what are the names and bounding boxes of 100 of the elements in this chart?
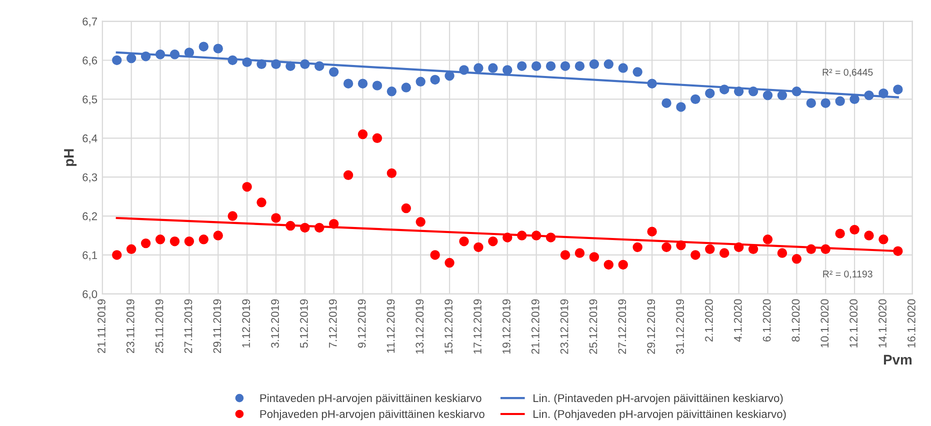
x-tick-label: 9.12.2019 <box>358 299 366 348</box>
point <box>893 84 903 94</box>
x-tick-label: 21.12.2019 <box>531 299 540 354</box>
x-tick-label: 29.11.2019 <box>213 299 222 354</box>
point <box>516 61 527 71</box>
x-tick-label: 1.12.2019 <box>242 299 250 348</box>
point <box>734 242 744 252</box>
point <box>618 63 628 73</box>
point <box>777 90 788 100</box>
point <box>604 59 614 70</box>
point <box>850 224 860 235</box>
point <box>170 50 180 60</box>
point <box>662 242 672 252</box>
point <box>198 42 209 52</box>
y-tick-label: 6,5 <box>82 95 98 105</box>
point <box>228 211 238 221</box>
point <box>474 242 484 252</box>
point <box>690 250 700 260</box>
point <box>546 61 556 71</box>
point <box>850 94 860 104</box>
point <box>314 61 324 71</box>
x-tick-label: 27.11.2019 <box>184 299 192 354</box>
x-tick-label: 13.12.2019 <box>416 299 424 354</box>
x-axis-title: Pvm <box>884 354 912 364</box>
x-tick-label: 29.12.2019 <box>647 299 656 354</box>
x-tick-label: 15.12.2019 <box>444 299 453 354</box>
x-tick-label: 27.12.2019 <box>618 299 626 354</box>
point <box>198 234 209 244</box>
point <box>676 240 686 250</box>
point <box>271 59 281 70</box>
point <box>372 80 382 90</box>
point <box>835 96 845 106</box>
x-tick-label: 25.11.2019 <box>155 299 164 354</box>
point <box>806 244 816 254</box>
point <box>734 86 744 96</box>
point <box>140 238 151 248</box>
point <box>893 246 903 256</box>
point <box>386 168 397 178</box>
point <box>416 217 426 227</box>
x-tick-label: 5.12.2019 <box>300 299 308 348</box>
point <box>647 78 657 88</box>
point <box>574 248 585 258</box>
point <box>343 170 354 180</box>
point <box>213 44 223 54</box>
legend-label: Pohjaveden pH-arvojen päivittäinen keskiarvo <box>260 410 484 420</box>
point <box>705 88 715 98</box>
point <box>459 236 469 246</box>
legend-label: Pintaveden pH-arvojen päivittäinen keskiarvo <box>260 394 482 404</box>
y-tick-label: 6,2 <box>82 212 97 222</box>
point <box>546 232 556 242</box>
point <box>676 102 686 112</box>
y-tick-label: 6,1 <box>82 251 98 260</box>
x-tick-label: 25.12.2019 <box>589 299 598 354</box>
y-tick-label: 6,0 <box>82 290 98 300</box>
point <box>719 248 730 258</box>
point <box>286 220 296 231</box>
y-tick-label: 6,3 <box>82 173 98 183</box>
point <box>589 252 600 262</box>
point <box>748 86 758 96</box>
point <box>416 76 426 87</box>
point <box>662 98 672 108</box>
point <box>256 59 266 70</box>
point <box>155 234 166 244</box>
point <box>140 51 151 62</box>
legend-label: Lin. (Pintaveden pH-arvojen päivittäinen keskiarvo) <box>534 394 783 404</box>
point <box>864 90 874 100</box>
point <box>401 203 412 214</box>
point <box>820 244 830 254</box>
point <box>228 55 238 66</box>
point <box>474 63 484 73</box>
point <box>690 94 700 104</box>
x-tick-label: 3.12.2019 <box>271 299 279 348</box>
point <box>242 57 252 68</box>
x-tick-label: 17.12.2019 <box>474 299 482 354</box>
point <box>502 65 512 75</box>
point <box>444 258 454 268</box>
point <box>343 78 354 88</box>
point <box>516 230 527 240</box>
point <box>256 198 266 208</box>
x-tick-label: 8.1.2020 <box>792 299 800 342</box>
point <box>618 260 628 270</box>
x-tick-label: 23.11.2019 <box>126 299 134 354</box>
point <box>531 61 542 71</box>
point <box>806 98 816 108</box>
point <box>126 244 136 254</box>
y-axis-title: pH <box>64 149 77 166</box>
point <box>358 129 368 140</box>
y-tick-label: 6,6 <box>82 56 98 66</box>
point <box>444 70 454 81</box>
point <box>300 59 310 70</box>
point <box>328 218 339 229</box>
point <box>386 86 397 96</box>
point <box>112 250 122 260</box>
annotation: R² = 0,1193 <box>823 270 872 279</box>
point <box>184 236 194 246</box>
x-tick-label: 19.12.2019 <box>502 299 510 354</box>
point <box>792 254 802 264</box>
legend-label: Lin. (Pohjaveden pH-arvojen päivittäinen keskiarvo) <box>534 410 786 420</box>
point <box>430 250 440 260</box>
point <box>574 61 585 71</box>
